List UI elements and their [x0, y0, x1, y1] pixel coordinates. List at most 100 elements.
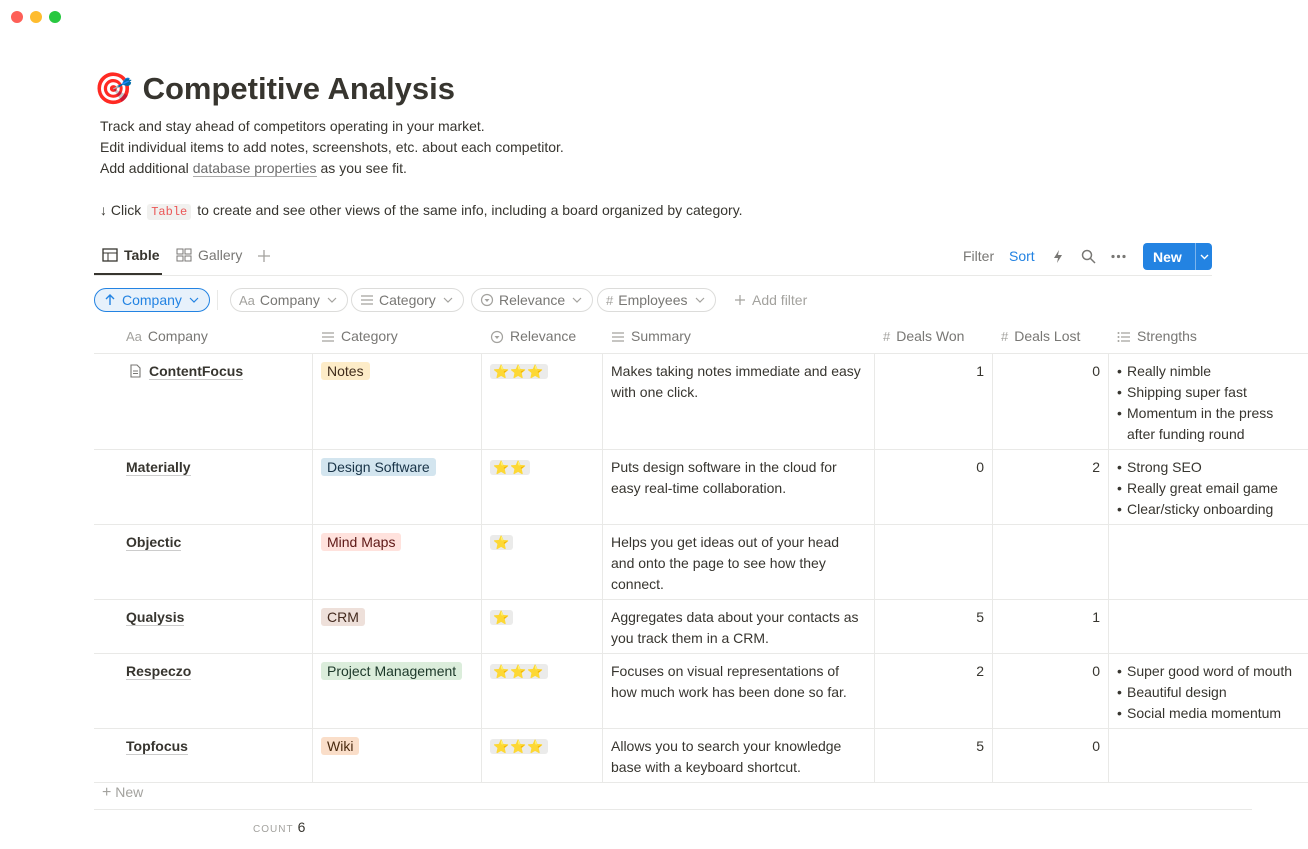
link[interactable]: database properties [192, 160, 317, 177]
chev-icon [572, 297, 582, 303]
add-row-label: New [115, 784, 144, 800]
add-view[interactable] [257, 249, 271, 263]
table-cell: Design Software [313, 450, 482, 524]
pill-label: Employees [618, 292, 688, 308]
category-tag: Mind Maps [321, 533, 402, 551]
column-header[interactable]: Relevance [482, 320, 603, 353]
filter-pill[interactable]: # Employees [597, 288, 716, 312]
count-label: COUNT [253, 824, 294, 835]
deals-won: 1 [976, 363, 984, 379]
strengths-list: Super good word of mouthBeautiful design… [1117, 661, 1300, 724]
divider [94, 809, 1252, 810]
filter-pill[interactable]: Relevance [471, 288, 594, 312]
view-tab[interactable]: Table [102, 247, 160, 263]
new-dropdown[interactable] [1195, 243, 1212, 270]
relevance-stars: ⭐⭐ [490, 460, 531, 475]
table-cell: Aggregates data about your contacts as y… [603, 600, 875, 653]
doc-icon [130, 364, 141, 378]
plus: + [102, 784, 112, 801]
strength: Shipping super fast [1117, 382, 1300, 403]
filter-pill[interactable]: Category [351, 288, 464, 312]
table-cell: Allows you to search your knowledge base… [603, 729, 875, 782]
company-name[interactable]: Objectic [126, 534, 182, 551]
company-name[interactable]: ContentFocus [149, 363, 244, 380]
view-tab[interactable]: Gallery [176, 247, 242, 263]
company-name[interactable]: Materially [126, 459, 191, 476]
table-cell [1109, 525, 1308, 599]
category-tag: Project Management [321, 662, 463, 680]
relevance-stars: ⭐ [490, 535, 514, 550]
automation-button[interactable] [1052, 249, 1064, 264]
sort-button[interactable]: Sort [1009, 248, 1035, 264]
strength: Really nimble [1117, 361, 1300, 382]
description-line: Edit individual items to add notes, scre… [100, 139, 564, 155]
strengths-list: Strong SEOReally great email gameClear/s… [1117, 457, 1300, 520]
company-name[interactable]: Qualysis [126, 609, 185, 626]
summary: Allows you to search your knowledge base… [611, 738, 842, 775]
filter-button[interactable]: Filter [963, 248, 995, 264]
company-name[interactable]: Respeczo [126, 663, 192, 680]
table-cell [1109, 600, 1308, 653]
column-header[interactable]: # Deals Lost [993, 320, 1109, 353]
table-cell: 2 [993, 450, 1109, 524]
list-icon [612, 331, 624, 342]
pill-label: Company [259, 292, 320, 308]
relevance-stars: ⭐⭐⭐ [490, 664, 548, 679]
minimize-button[interactable] [30, 11, 42, 23]
table-cell: ContentFocus [94, 354, 313, 449]
table-cell: 0 [993, 729, 1109, 782]
table-cell [1109, 729, 1308, 782]
description-line: Add additional database properties as you … [100, 160, 407, 177]
table-cell: CRM [313, 600, 482, 653]
description-line: ↓ Click Table to create and see other view… [100, 202, 743, 220]
table-cell: 0 [875, 450, 993, 524]
bullets-icon [1117, 331, 1130, 342]
more-button[interactable] [1111, 254, 1126, 259]
chev-icon [695, 297, 704, 303]
column-header[interactable]: Strengths [1109, 320, 1308, 353]
table-cell: Focuses on visual representations of how… [603, 654, 875, 728]
sort-label: Company [122, 292, 182, 308]
table-cell: 0 [993, 354, 1109, 449]
summary: Aggregates data about your contacts as y… [611, 609, 859, 646]
table-cell: 5 [875, 600, 993, 653]
new-label: New [1153, 248, 1182, 265]
table-cell [875, 525, 993, 599]
company-name[interactable]: Topfocus [126, 738, 188, 755]
add-filter[interactable]: Add filter [733, 292, 807, 308]
add-row[interactable]: + New [102, 784, 143, 802]
table-cell: 0 [993, 654, 1109, 728]
deals-lost: 0 [1092, 363, 1100, 379]
table-row: Objectic Mind Maps ⭐ Helps you get ideas ou… [94, 525, 1308, 600]
column-label: Summary [631, 328, 691, 344]
category-tag: CRM [321, 608, 365, 626]
relevance-stars: ⭐⭐⭐ [490, 739, 548, 754]
sort-pill[interactable]: Company [94, 288, 210, 312]
table-icon [102, 248, 118, 262]
deals-lost: 2 [1092, 459, 1100, 475]
table-cell: ⭐ [482, 525, 603, 599]
table-row: Materially Design Software ⭐⭐ Puts design s… [94, 450, 1308, 525]
new-button[interactable]: New [1143, 243, 1212, 270]
column-label: Relevance [510, 328, 577, 344]
column-header[interactable]: Aa Company [94, 320, 313, 353]
column-header[interactable]: # Deals Won [875, 320, 993, 353]
tab-label: Gallery [198, 247, 243, 263]
category-tag: Design Software [321, 458, 436, 476]
relevance-stars: ⭐⭐⭐ [490, 364, 548, 379]
column-header[interactable]: Category [313, 320, 482, 353]
category-tag: Notes [321, 362, 370, 380]
column-label: Deals Won [896, 328, 965, 344]
column-label: Strengths [1137, 328, 1197, 344]
maximize-button[interactable] [49, 11, 61, 23]
search-button[interactable] [1081, 249, 1096, 264]
filter-pill[interactable]: Aa Company [230, 288, 348, 312]
text: ↓ Click [100, 202, 142, 218]
close-button[interactable] [11, 11, 23, 23]
summary: Helps you get ideas out of your head and… [611, 534, 840, 592]
table-cell: ⭐⭐⭐ [482, 654, 603, 728]
table-cell: Respeczo [94, 654, 313, 728]
column-header[interactable]: Summary [603, 320, 875, 353]
table-cell: 5 [875, 729, 993, 782]
